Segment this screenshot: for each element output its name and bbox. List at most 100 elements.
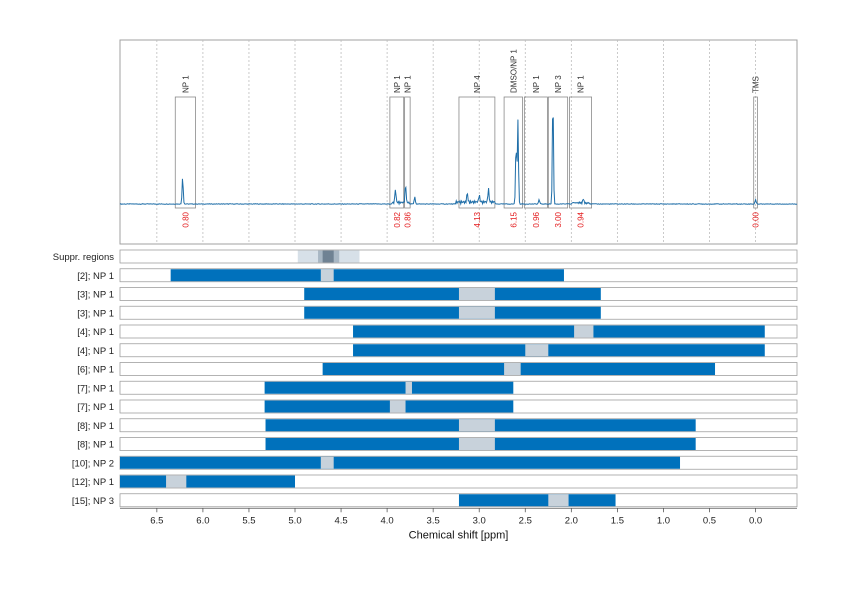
x-tick-label: 2.5 [519,515,532,526]
region-label: TMS [752,76,761,93]
range-row: [3]; NP 1 [77,305,798,320]
region-label: NP 1 [532,75,541,93]
row-label: [6]; NP 1 [77,365,114,376]
row-label: [3]; NP 1 [77,308,114,319]
row-label: [12]; NP 1 [72,477,114,488]
range-row: [12]; NP 1 [72,474,798,489]
x-tick-label: 6.5 [150,515,163,526]
spectrum-line [119,117,798,206]
x-tick-label: 4.5 [334,515,347,526]
row-frame [119,249,798,264]
row-label: Suppr. regions [53,252,115,263]
x-tick-label: 0.5 [703,515,716,526]
range-bar [304,306,601,319]
region-integral: 0.94 [577,211,586,227]
region-integral: 6.15 [509,211,518,227]
region-box [503,96,523,209]
region-integral: 0.82 [393,211,402,227]
integration-region: NP 1 0.94 [569,75,592,228]
range-gap [458,419,495,432]
range-gap [320,269,334,282]
range-gap [548,494,569,507]
x-tick-label: 1.0 [657,515,670,526]
integration-region: DMSO/NP 1 6.15 [503,49,523,228]
region-box [753,96,758,209]
region-box [547,96,569,209]
row-label: [10]; NP 2 [72,458,114,469]
region-label: NP 1 [181,75,190,93]
region-integral: 0.80 [181,211,190,227]
row-label: [2]; NP 1 [77,271,114,282]
region-label: NP 1 [393,75,402,93]
range-bar [264,400,514,413]
region-label: NP 1 [577,75,586,93]
range-gap [525,344,549,357]
row-label: [7]; NP 1 [77,383,114,394]
range-row: Suppr. regions [53,249,798,264]
region-box [458,96,496,209]
range-gap [574,325,594,338]
spectrum-frame [119,39,798,245]
range-bar [304,288,601,300]
region-label: NP 1 [403,75,412,93]
range-bar [120,475,296,488]
x-tick-label: 5.0 [288,515,301,526]
range-gap [320,456,334,469]
suppressed-region [322,250,334,263]
range-row: [15]; NP 3 [72,493,798,508]
range-row: [4]; NP 1 [77,343,798,358]
region-label: NP 4 [473,75,482,93]
x-tick-label: 0.0 [749,515,762,526]
integration-region: NP 1 0.96 [523,75,548,228]
region-label: NP 3 [554,75,563,93]
range-gap [389,400,406,413]
spectrum-panel: NP 1 0.80 NP 1 0.82 NP 1 0.86 NP 4 4.13 DMSO/NP … [119,39,798,245]
row-label: [4]; NP 1 [77,346,114,357]
region-box [404,96,411,209]
region-integral: 3.00 [554,211,563,227]
region-box [174,96,196,209]
range-row: [2]; NP 1 [77,268,798,283]
range-gap [458,288,495,300]
region-integral: 0.96 [532,211,541,227]
x-tick-label: 5.5 [242,515,255,526]
range-bar [353,344,765,357]
integration-region: NP 1 0.82 [389,75,405,228]
range-row: [10]; NP 2 [72,455,798,470]
range-bar [353,325,765,338]
region-integral: 0.86 [403,211,412,227]
integration-region: NP 1 0.80 [174,75,196,228]
range-row: [7]; NP 1 [77,399,798,414]
region-box [569,96,592,209]
row-label: [4]; NP 1 [77,327,114,338]
range-gap [166,475,187,488]
x-tick-label: 3.5 [427,515,440,526]
x-tick-label: 6.0 [196,515,209,526]
range-gap [405,381,412,394]
range-gap [458,438,495,450]
x-axis-label: Chemical shift [ppm] [409,529,509,541]
region-box [523,96,548,209]
range-gap [504,363,521,375]
region-label: DMSO/NP 1 [509,49,518,93]
integration-region: NP 1 0.86 [403,75,412,228]
row-label: [7]; NP 1 [77,402,114,413]
range-bar [120,456,681,469]
x-tick-label: 3.0 [473,515,486,526]
x-tick-label: 1.5 [611,515,624,526]
range-row: [6]; NP 1 [77,362,798,376]
x-axis: 6.5 6.0 5.5 5.0 4.5 4.0 3.5 3.0 2.5 2.0 1.5 1.0 0.5 0… [120,507,797,541]
range-row: [3]; NP 1 [77,287,798,301]
integration-region: NP 4 4.13 [458,75,496,228]
range-bar [170,269,564,282]
x-tick-label: 4.0 [381,515,394,526]
range-row: [7]; NP 1 [77,380,798,395]
range-row: [8]; NP 1 [77,437,798,451]
region-integral: 0.00 [752,211,761,227]
range-bar [264,381,514,394]
range-gap [458,306,495,319]
region-box [389,96,405,209]
row-label: [8]; NP 1 [77,421,114,432]
row-label: [3]; NP 1 [77,290,114,301]
